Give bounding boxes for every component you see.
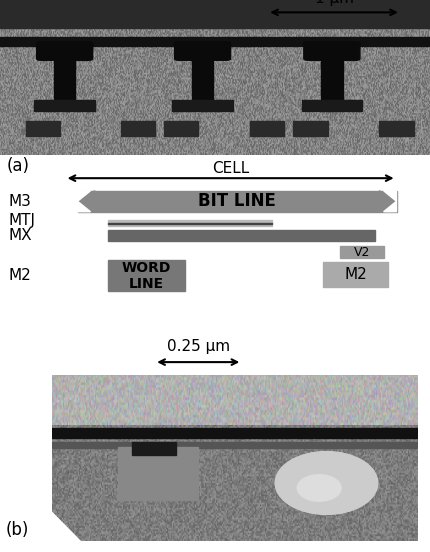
Text: M3: M3 [9, 194, 31, 209]
Polygon shape [383, 201, 396, 212]
Bar [322, 262, 387, 287]
Text: (a): (a) [6, 157, 29, 174]
Bar [191, 46, 213, 105]
Text: BIT LINE: BIT LINE [198, 192, 275, 210]
Bar [52, 428, 417, 438]
Polygon shape [383, 191, 396, 201]
Bar [108, 222, 271, 224]
Text: CELL: CELL [212, 161, 249, 176]
Bar [52, 442, 417, 448]
Polygon shape [77, 191, 90, 201]
Bar [320, 46, 342, 105]
Bar [108, 220, 271, 226]
FancyBboxPatch shape [303, 42, 359, 60]
Text: M2: M2 [344, 267, 366, 282]
FancyBboxPatch shape [77, 191, 396, 212]
Ellipse shape [275, 452, 377, 514]
Bar [301, 100, 361, 112]
Bar [292, 120, 327, 136]
Text: 0.25 μm: 0.25 μm [166, 339, 229, 354]
Text: MX: MX [9, 228, 32, 243]
FancyBboxPatch shape [174, 42, 230, 60]
Bar [249, 120, 284, 136]
Text: V2: V2 [353, 246, 369, 259]
Bar [0, 37, 430, 46]
Bar [26, 120, 60, 136]
Polygon shape [77, 191, 95, 212]
Bar [34, 100, 95, 112]
Bar [163, 120, 198, 136]
Bar [340, 246, 383, 258]
Bar [108, 230, 374, 241]
Text: (b): (b) [5, 521, 28, 539]
Bar [108, 260, 185, 291]
Bar [54, 46, 75, 105]
Text: M2: M2 [9, 268, 31, 283]
Bar [378, 120, 413, 136]
Text: 1 μm: 1 μm [314, 0, 353, 6]
FancyBboxPatch shape [37, 42, 92, 60]
Polygon shape [378, 191, 396, 212]
Text: WORD
LINE: WORD LINE [122, 261, 171, 291]
Bar [132, 442, 176, 455]
Ellipse shape [297, 475, 341, 501]
Bar [117, 447, 198, 500]
Polygon shape [77, 201, 90, 212]
Bar [172, 100, 232, 112]
Text: MTJ: MTJ [9, 213, 36, 227]
Bar [120, 120, 155, 136]
Bar [0, 0, 430, 28]
